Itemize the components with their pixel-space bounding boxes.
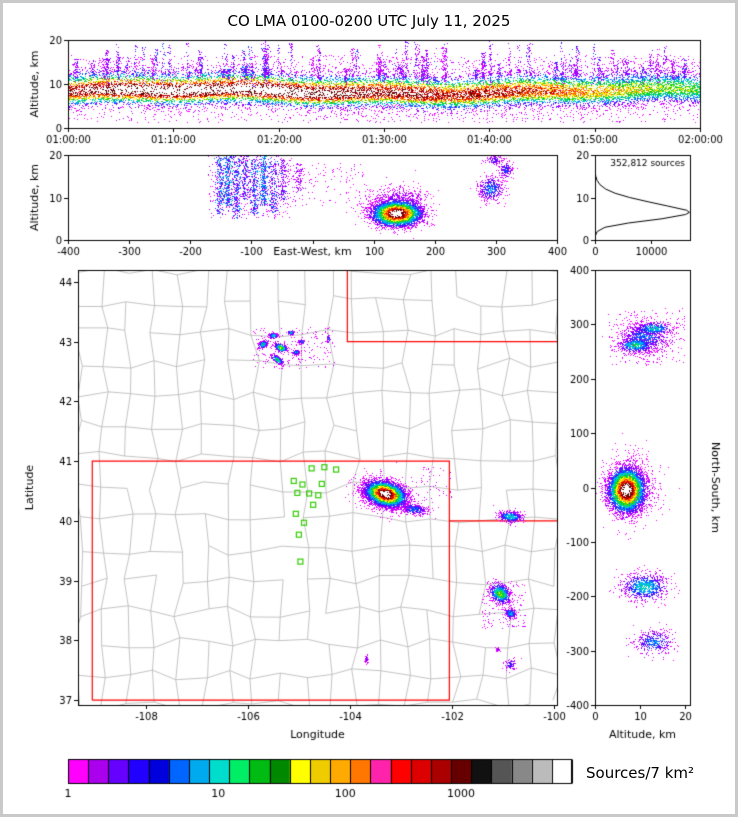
figure-title: CO LMA 0100-0200 UTC July 11, 2025 (227, 12, 511, 30)
colorbar-label: Sources/7 km² (586, 764, 695, 782)
